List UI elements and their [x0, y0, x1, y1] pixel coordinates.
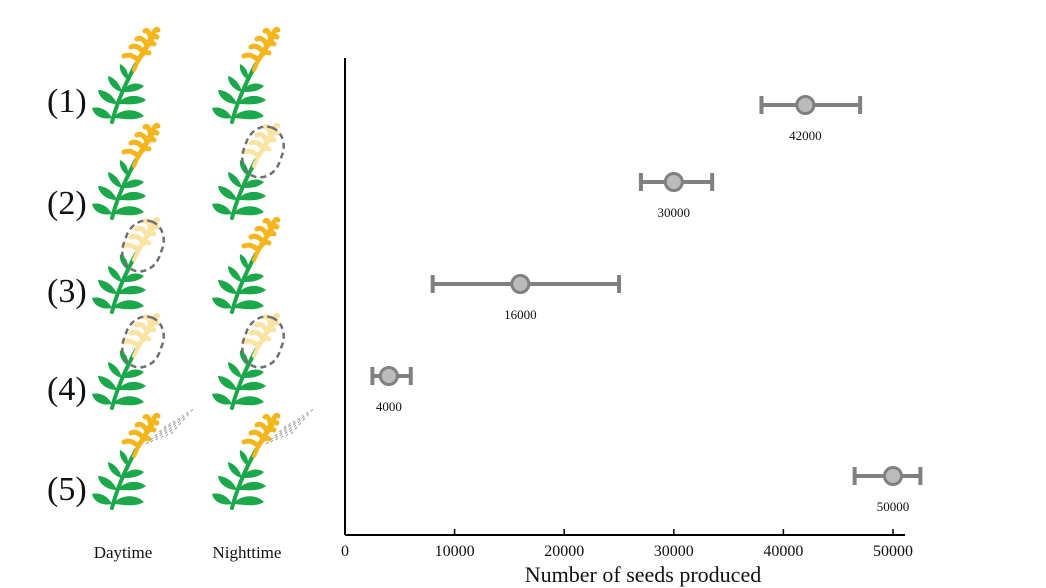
data-point-5: 50000: [852, 466, 923, 514]
point-marker: [510, 274, 531, 294]
data-point-2: 30000: [638, 172, 715, 220]
plant-nighttime-2: [212, 122, 285, 220]
plant-nighttime-5: [212, 408, 314, 510]
flower-icon: [121, 122, 161, 168]
plants-panel: [92, 26, 314, 510]
x-tick-label: 30000: [654, 543, 694, 560]
flower-icon: [121, 412, 161, 458]
plant-nighttime-3: [212, 216, 281, 314]
flower-icon: [241, 26, 281, 72]
cover-bag-icon: [121, 219, 165, 273]
cover-bag-icon: [241, 125, 285, 179]
point-marker: [378, 366, 399, 386]
x-tick-label: 20000: [544, 543, 584, 560]
x-tick-label: 40000: [763, 543, 803, 560]
data-label: 42000: [789, 128, 822, 143]
spray-icon: [145, 408, 194, 445]
spray-icon: [265, 408, 314, 445]
column-label-nighttime: Nighttime: [213, 543, 282, 562]
plant-daytime-1: [92, 26, 161, 124]
point-marker: [883, 466, 903, 486]
plant-nighttime-1: [212, 26, 281, 124]
plant-nighttime-4: [212, 312, 285, 410]
row-label-4: (4): [47, 371, 87, 408]
row-label-2: (2): [47, 185, 87, 222]
row-labels: (1) (2) (3) (4) (5) Daytime Nighttime: [47, 83, 281, 562]
flower-icon: [121, 26, 161, 72]
x-tick-label: 0: [341, 543, 349, 560]
data-label: 4000: [376, 399, 402, 414]
cover-bag-icon: [241, 315, 285, 369]
plant-daytime-4: [92, 312, 165, 410]
point-marker: [663, 172, 684, 192]
data-point-4: 4000: [370, 366, 413, 414]
point-marker: [795, 95, 816, 115]
data-label: 30000: [658, 205, 691, 220]
data-label: 50000: [877, 499, 910, 514]
data-label: 16000: [504, 307, 537, 322]
data-point-1: 42000: [759, 95, 863, 143]
plant-daytime-2: [92, 122, 161, 220]
flower-icon: [241, 216, 281, 262]
covered-flower-icon: [121, 312, 161, 358]
column-label-daytime: Daytime: [94, 543, 153, 562]
x-tick-label: 10000: [435, 543, 475, 560]
data-point-3: 16000: [430, 274, 621, 322]
covered-flower-icon: [241, 312, 281, 358]
data-marks: 42000 30000 16000 4000 50000: [370, 95, 923, 514]
covered-flower-icon: [241, 122, 281, 168]
plant-daytime-5: [92, 408, 194, 510]
row-label-5: (5): [47, 471, 87, 508]
x-axis-title: Number of seeds produced: [525, 562, 761, 587]
plant-daytime-3: [92, 216, 165, 314]
x-tick-label: 50000: [873, 543, 913, 560]
row-label-3: (3): [47, 273, 87, 310]
cover-bag-icon: [121, 315, 165, 369]
x-axis: 0 10000 20000 30000 40000 50000 Number of seed…: [341, 58, 913, 587]
covered-flower-icon: [121, 216, 161, 262]
row-label-1: (1): [47, 83, 87, 120]
flower-icon: [241, 412, 281, 458]
